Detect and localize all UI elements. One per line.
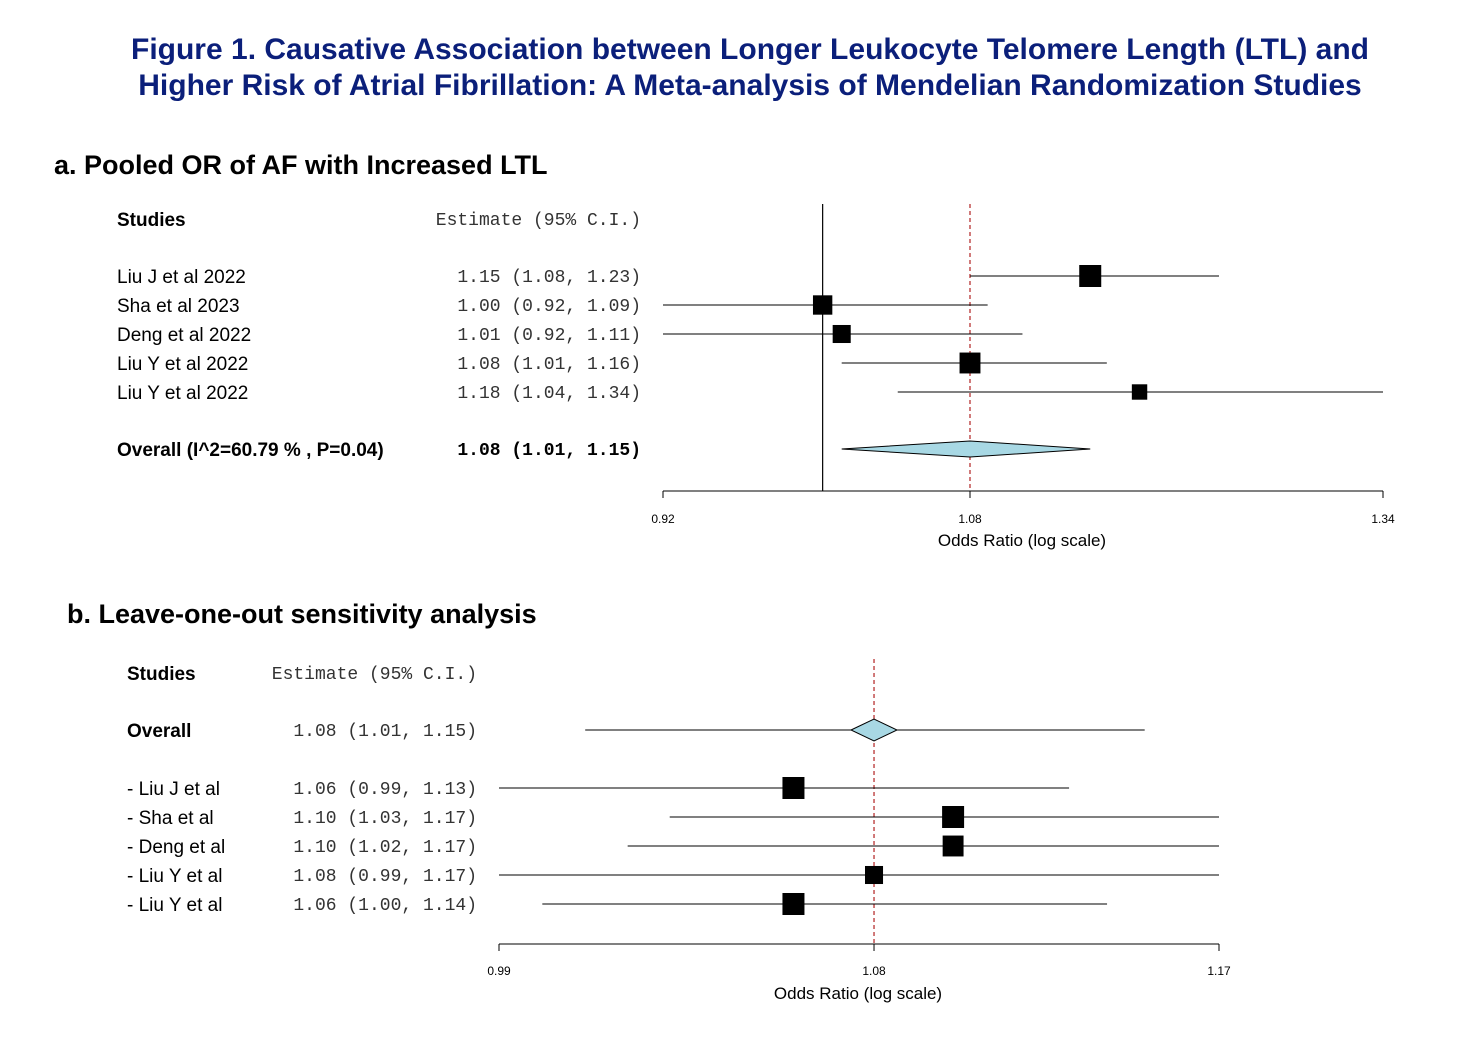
panel-a-tick-label: 1.08 xyxy=(958,512,982,526)
panel-b-overall-label: Overall xyxy=(127,721,191,742)
figure-title: Figure 1. Causative Association between … xyxy=(0,32,1467,104)
panel-b-study-point xyxy=(864,865,884,885)
panel-b-overall-estimate: 1.08 (1.01, 1.15) xyxy=(293,722,477,742)
panel-a-tick-label: 1.34 xyxy=(1371,512,1395,526)
panel-b-study-label: - Liu J et al xyxy=(127,779,220,800)
panel-a-study-label: Liu J et al 2022 xyxy=(117,267,246,288)
panel-b-study-estimate: 1.06 (1.00, 1.14) xyxy=(293,896,477,916)
panel-b-study-point xyxy=(782,777,805,799)
panel-b-tick-label: 1.08 xyxy=(862,964,886,978)
panel-a-overall-label: Overall (I^2=60.79 % , P=0.04) xyxy=(117,440,384,461)
panel-a-study-estimate: 1.00 (0.92, 1.09) xyxy=(457,297,641,317)
figure-title-line2: Higher Risk of Atrial Fibrillation: A Me… xyxy=(138,69,1362,102)
panel-b-studies-header: Studies xyxy=(127,664,196,685)
panel-a-overall-estimate: 1.08 (1.01, 1.15) xyxy=(457,441,641,461)
panel-a-study-point xyxy=(1079,265,1102,287)
panel-b-study-label: - Liu Y et al xyxy=(127,895,222,916)
panel-b-study-point xyxy=(942,835,964,857)
panel-a-study-point xyxy=(812,295,833,315)
panel-a-study-estimate: 1.08 (1.01, 1.16) xyxy=(457,355,641,375)
panel-a-study-label: Sha et al 2023 xyxy=(117,296,240,317)
panel-b-study-estimate: 1.06 (0.99, 1.13) xyxy=(293,780,477,800)
panel-a-study-point xyxy=(1131,384,1148,400)
panel-a-study-label: Liu Y et al 2022 xyxy=(117,354,248,375)
panel-a-x-axis-label: Odds Ratio (log scale) xyxy=(938,531,1106,550)
panel-b-estimate-header: Estimate (95% C.I.) xyxy=(272,665,477,685)
panel-a-study-label: Liu Y et al 2022 xyxy=(117,383,248,404)
panel-b-study-estimate: 1.10 (1.03, 1.17) xyxy=(293,809,477,829)
panel-b-title: b. Leave-one-out sensitivity analysis xyxy=(67,599,537,629)
panel-a-study-point xyxy=(959,352,981,374)
panel-b-tick-label: 0.99 xyxy=(487,964,511,978)
panel-a-overall-diamond xyxy=(841,440,1091,458)
panel-b-study-estimate: 1.10 (1.02, 1.17) xyxy=(293,838,477,858)
panel-b-x-axis-label: Odds Ratio (log scale) xyxy=(774,984,942,1003)
panel-a-study-estimate: 1.01 (0.92, 1.11) xyxy=(457,326,641,346)
panel-a-studies-header: Studies xyxy=(117,210,186,231)
panel-a-title: a. Pooled OR of AF with Increased LTL xyxy=(54,150,548,180)
panel-b-tick-label: 1.17 xyxy=(1207,964,1231,978)
panel-b-study-label: - Sha et al xyxy=(127,808,214,829)
figure-title-line1: Figure 1. Causative Association between … xyxy=(131,33,1369,66)
panel-a-tick-label: 0.92 xyxy=(651,512,675,526)
panel-b-study-point xyxy=(782,893,805,915)
panel-a-estimate-header: Estimate (95% C.I.) xyxy=(436,211,641,231)
panel-b-study-estimate: 1.08 (0.99, 1.17) xyxy=(293,867,477,887)
panel-b-study-point xyxy=(942,806,965,828)
panel-a-study-point xyxy=(832,324,851,344)
panel-a-study-label: Deng et al 2022 xyxy=(117,325,251,346)
panel-a-study-estimate: 1.18 (1.04, 1.34) xyxy=(457,384,641,404)
panel-b-study-label: - Liu Y et al xyxy=(127,866,222,887)
panel-a-study-estimate: 1.15 (1.08, 1.23) xyxy=(457,268,641,288)
panel-b-study-label: - Deng et al xyxy=(127,837,225,858)
panel-b-overall-diamond xyxy=(849,718,899,742)
